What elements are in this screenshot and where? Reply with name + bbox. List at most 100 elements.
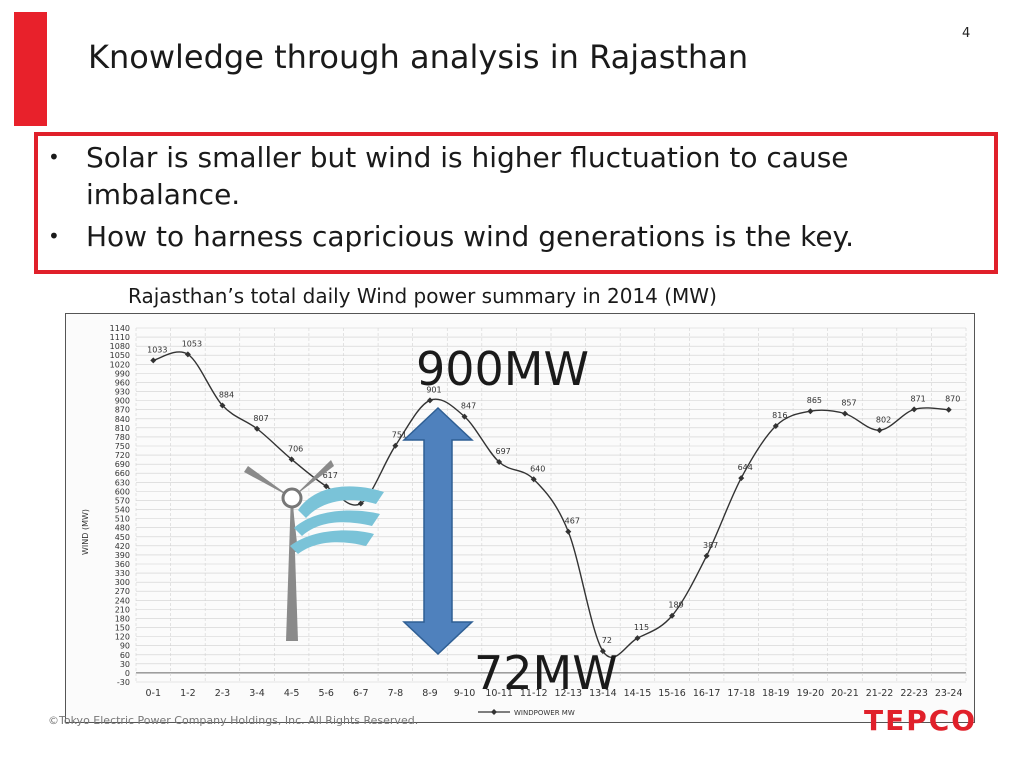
y-tick-label: 180: [115, 614, 130, 623]
y-tick-label: 210: [115, 605, 130, 614]
data-point: [530, 476, 537, 483]
y-tick-label: 540: [115, 506, 130, 515]
y-tick-labels: 1140111010801050102099096093090087084081…: [110, 324, 130, 687]
data-label: 807: [253, 414, 268, 423]
data-label: 697: [495, 447, 510, 456]
data-point: [565, 528, 572, 535]
x-tick-label: 3-4: [249, 688, 265, 699]
x-tick-label: 22-23: [900, 688, 928, 699]
data-point: [599, 648, 606, 655]
data-label: 865: [807, 396, 822, 405]
bullet-item: • How to harness capricious wind generat…: [48, 218, 986, 255]
data-point: [876, 427, 883, 434]
x-tick-label: 9-10: [454, 688, 476, 699]
data-point: [219, 402, 226, 409]
chart-legend: WINDPOWER MW: [478, 709, 575, 717]
data-point: [392, 442, 399, 449]
accent-bar: [14, 12, 47, 126]
x-tick-label: 7-8: [388, 688, 404, 699]
data-point: [634, 635, 641, 642]
y-tick-label: 720: [115, 451, 130, 460]
y-tick-label: 30: [120, 660, 130, 669]
bullet-text: Solar is smaller but wind is higher fluc…: [86, 141, 849, 211]
x-tick-label: 1-2: [180, 688, 196, 699]
x-tick-label: 23-24: [935, 688, 963, 699]
x-tick-label: 13-14: [589, 688, 617, 699]
y-tick-label: 510: [115, 515, 130, 524]
data-point: [772, 423, 779, 430]
data-label: 640: [530, 464, 545, 473]
data-label: 189: [668, 601, 683, 610]
data-label: 857: [841, 399, 856, 408]
x-tick-label: 6-7: [353, 688, 369, 699]
data-point: [496, 459, 503, 466]
x-tick-label: 12-13: [554, 688, 582, 699]
y-tick-label: 840: [115, 415, 130, 424]
data-point: [841, 410, 848, 417]
legend-marker: [491, 709, 497, 715]
wind-power-chart: 1140111010801050102099096093090087084081…: [81, 324, 967, 717]
data-label: 1033: [147, 345, 167, 354]
y-tick-label: 270: [115, 587, 130, 596]
data-label: 802: [876, 415, 891, 424]
y-tick-label: 1050: [110, 351, 130, 360]
y-tick-label: -30: [117, 678, 130, 687]
y-tick-label: 300: [115, 578, 130, 587]
data-label: 884: [219, 390, 234, 399]
key-points-box: • Solar is smaller but wind is higher fl…: [34, 132, 998, 274]
max-annotation: 900MW: [416, 342, 589, 396]
company-logo: TEPCO: [864, 704, 978, 737]
data-point: [288, 456, 295, 463]
y-tick-label: 1110: [110, 333, 130, 342]
data-labels: 1033 1053 884 807 706 617 751 901 847 697 640 467 72…: [147, 339, 960, 645]
data-label: 72: [602, 636, 612, 645]
wind-gust-icon: [290, 486, 384, 554]
x-tick-label: 5-6: [318, 688, 334, 699]
data-point: [945, 406, 952, 413]
data-point: [461, 413, 468, 420]
y-tick-label: 630: [115, 478, 130, 487]
bullet-text: How to harness capricious wind generatio…: [86, 220, 855, 253]
data-label: 871: [910, 394, 925, 403]
data-label: 751: [392, 431, 407, 440]
x-tick-label: 4-5: [284, 688, 300, 699]
data-point: [669, 612, 676, 619]
legend-entry: WINDPOWER MW: [514, 709, 575, 717]
x-tick-label: 14-15: [624, 688, 652, 699]
x-tick-label: 21-22: [866, 688, 894, 699]
y-tick-label: 60: [120, 651, 130, 660]
y-tick-label: 330: [115, 569, 130, 578]
y-tick-label: 870: [115, 406, 130, 415]
data-label: 467: [565, 517, 580, 526]
data-point: [426, 397, 433, 404]
x-tick-label: 2-3: [215, 688, 231, 699]
chart-frame: 1140 1110 1080 1050 1020 990 960 930 900 870 840 81…: [65, 313, 975, 723]
data-label: 706: [288, 444, 303, 453]
y-tick-label: 570: [115, 496, 130, 505]
x-tick-label: 16-17: [693, 688, 721, 699]
x-tick-label: 19-20: [797, 688, 825, 699]
y-tick-label: 240: [115, 596, 130, 605]
data-label: 870: [945, 395, 960, 404]
data-label: 387: [703, 541, 718, 550]
bullet-dot: •: [48, 224, 60, 248]
y-tick-label: 420: [115, 542, 130, 551]
y-tick-label: 750: [115, 442, 130, 451]
y-tick-label: 810: [115, 424, 130, 433]
y-tick-label: 990: [115, 369, 130, 378]
y-axis-label: WIND (MW): [81, 509, 90, 555]
data-point: [254, 425, 261, 432]
x-tick-label: 20-21: [831, 688, 859, 699]
data-points: [150, 351, 952, 655]
y-tick-label: 120: [115, 633, 130, 642]
slide-title: Knowledge through analysis in Rajasthan: [88, 38, 749, 76]
y-tick-label: 90: [120, 642, 130, 651]
y-tick-label: 930: [115, 388, 130, 397]
y-tick-label: 480: [115, 524, 130, 533]
y-tick-label: 960: [115, 378, 130, 387]
x-tick-labels: 0-1 1-2 2-3 3-4 4-5 5-6 6-7 7-8 8-9 9-10 10-11 11-1…: [146, 688, 963, 699]
page-number: 4: [962, 26, 971, 41]
copyright-notice: ©Tokyo Electric Power Company Holdings, …: [48, 714, 419, 727]
data-label: 816: [772, 411, 787, 420]
data-label: 1053: [182, 339, 202, 348]
